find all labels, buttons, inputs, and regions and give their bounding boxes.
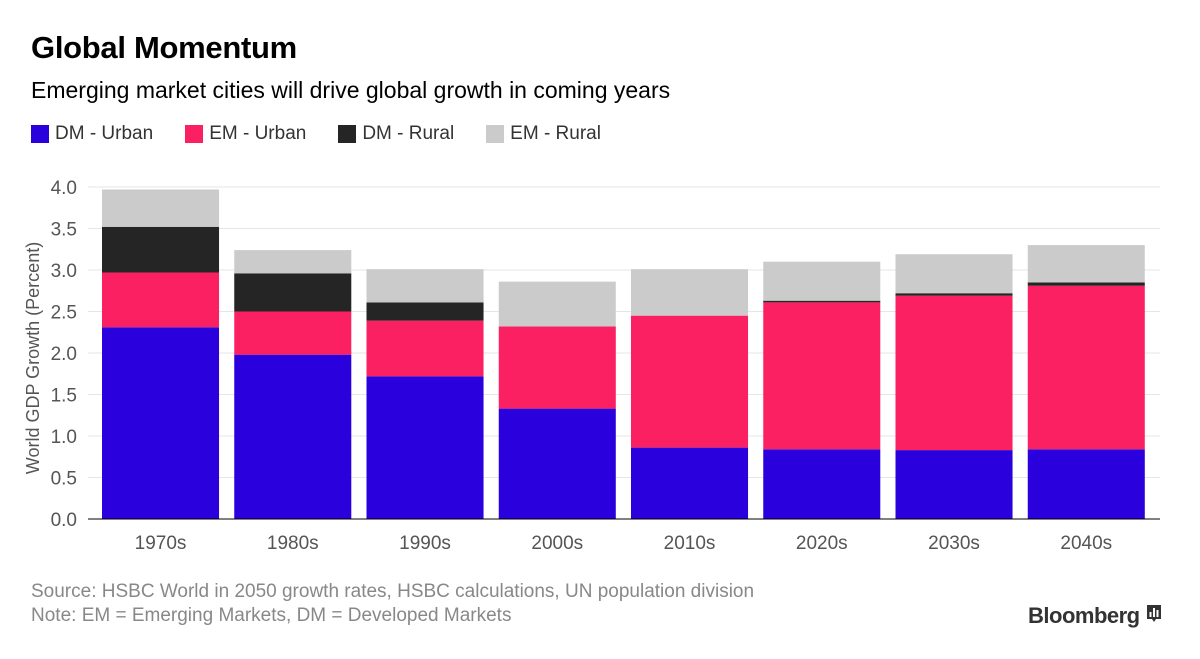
bar-segment-em-rural-1990s — [366, 269, 484, 303]
chart-title: Global Momentum — [31, 30, 297, 65]
bar-segment-em-urban-2030s — [895, 295, 1013, 451]
bar-segment-dm-rural-1970s — [102, 226, 220, 273]
x-tick-label: 2020s — [796, 533, 848, 554]
y-tick-label: 3.0 — [51, 261, 77, 282]
bar-segment-dm-rural-1980s — [234, 273, 352, 312]
bar-segment-dm-urban-2030s — [895, 450, 1013, 519]
legend-label-em-urban: EM - Urban — [209, 123, 307, 144]
x-tick-label: 2030s — [928, 533, 980, 554]
legend-swatch-em-rural — [486, 125, 505, 143]
x-tick-label: 1970s — [135, 533, 187, 554]
definitions-note: Note: EM = Emerging Markets, DM = Develo… — [31, 605, 512, 626]
chart-subtitle: Emerging market cities will drive global… — [31, 77, 671, 103]
bar-segment-dm-rural-2030s — [895, 293, 1013, 296]
y-axis-label: World GDP Growth (Percent) — [23, 242, 43, 474]
bar-segment-dm-rural-2040s — [1027, 282, 1145, 286]
x-axis-ticks: 1970s 1980s 1990s 2000s 2010s 2020s 2030s 2040s — [135, 533, 1113, 554]
legend-label-em-rural: EM - Rural — [510, 123, 601, 144]
bars — [102, 189, 1145, 519]
bar-segment-em-rural-1980s — [234, 250, 352, 274]
bar-segment-dm-urban-2020s — [763, 449, 881, 519]
y-tick-label: 1.0 — [51, 427, 77, 448]
y-tick-label: 2.5 — [51, 303, 77, 324]
bar-segment-dm-urban-1980s — [234, 354, 352, 519]
legend-label-dm-urban: DM - Urban — [55, 123, 154, 144]
legend: DM - Urban EM - Urban DM - Rural EM - Ru… — [31, 123, 633, 145]
bar-segment-dm-rural-1990s — [366, 302, 484, 321]
bar-segment-dm-urban-2010s — [631, 447, 749, 519]
legend-item-em-urban: EM - Urban — [185, 123, 306, 145]
legend-swatch-dm-urban — [31, 125, 49, 143]
bar-segment-em-rural-2020s — [763, 261, 881, 301]
bar-segment-em-rural-2030s — [895, 254, 1013, 294]
y-tick-label: 3.5 — [51, 220, 77, 241]
bar-segment-em-urban-1980s — [234, 311, 352, 355]
y-tick-label: 0.0 — [51, 510, 77, 531]
bar-segment-em-urban-2020s — [763, 302, 881, 450]
legend-label-dm-rural: DM - Rural — [362, 123, 455, 144]
x-tick-label: 2040s — [1060, 533, 1112, 554]
y-tick-label: 4.0 — [51, 178, 77, 199]
brand-name: Bloomberg — [1028, 603, 1140, 628]
legend-item-dm-urban: DM - Urban — [31, 123, 153, 145]
bar-segment-dm-rural-2020s — [763, 300, 881, 303]
x-tick-label: 1990s — [399, 533, 451, 554]
x-tick-label: 2010s — [664, 533, 716, 554]
bloomberg-chart-icon — [1145, 603, 1163, 629]
bar-segment-em-rural-2040s — [1027, 245, 1145, 283]
bar-segment-em-urban-1970s — [102, 272, 220, 328]
y-tick-label: 2.0 — [51, 344, 77, 365]
bar-segment-dm-urban-1990s — [366, 376, 484, 519]
bar-segment-em-urban-2000s — [498, 326, 616, 409]
bar-segment-em-rural-1970s — [102, 189, 220, 227]
y-tick-label: 0.5 — [51, 469, 77, 490]
bar-segment-em-urban-2040s — [1027, 285, 1145, 450]
source-note: Source: HSBC World in 2050 growth rates,… — [31, 581, 755, 602]
legend-item-em-rural: EM - Rural — [486, 123, 601, 145]
y-tick-label: 1.5 — [51, 386, 77, 407]
legend-swatch-dm-rural — [338, 125, 357, 143]
bloomberg-logo: Bloomberg — [1028, 603, 1163, 629]
x-tick-label: 1980s — [267, 533, 319, 554]
y-axis-ticks: 0.0 0.5 1.0 1.5 2.0 2.5 3.0 3.5 4.0 — [51, 178, 77, 531]
legend-swatch-em-urban — [185, 125, 204, 143]
bar-segment-dm-urban-2000s — [498, 408, 616, 519]
footer: Source: HSBC World in 2050 growth rates,… — [31, 580, 754, 628]
bar-segment-em-urban-1990s — [366, 320, 484, 377]
legend-item-dm-rural: DM - Rural — [338, 123, 454, 145]
bar-segment-dm-urban-1970s — [102, 327, 220, 519]
x-tick-label: 2000s — [531, 533, 583, 554]
bar-segment-em-urban-2010s — [631, 315, 749, 448]
bar-segment-em-rural-2010s — [631, 269, 749, 316]
bar-segment-dm-urban-2040s — [1027, 449, 1145, 519]
bar-segment-em-rural-2000s — [498, 281, 616, 327]
